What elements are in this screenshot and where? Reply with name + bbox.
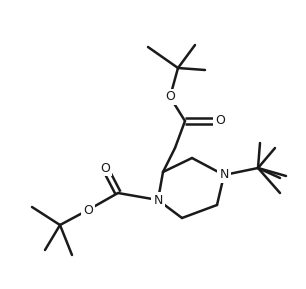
Text: O: O [165, 90, 175, 103]
Text: O: O [215, 114, 225, 127]
Text: O: O [83, 203, 93, 216]
Text: N: N [219, 168, 229, 181]
Text: O: O [100, 162, 110, 175]
Text: N: N [153, 194, 163, 207]
